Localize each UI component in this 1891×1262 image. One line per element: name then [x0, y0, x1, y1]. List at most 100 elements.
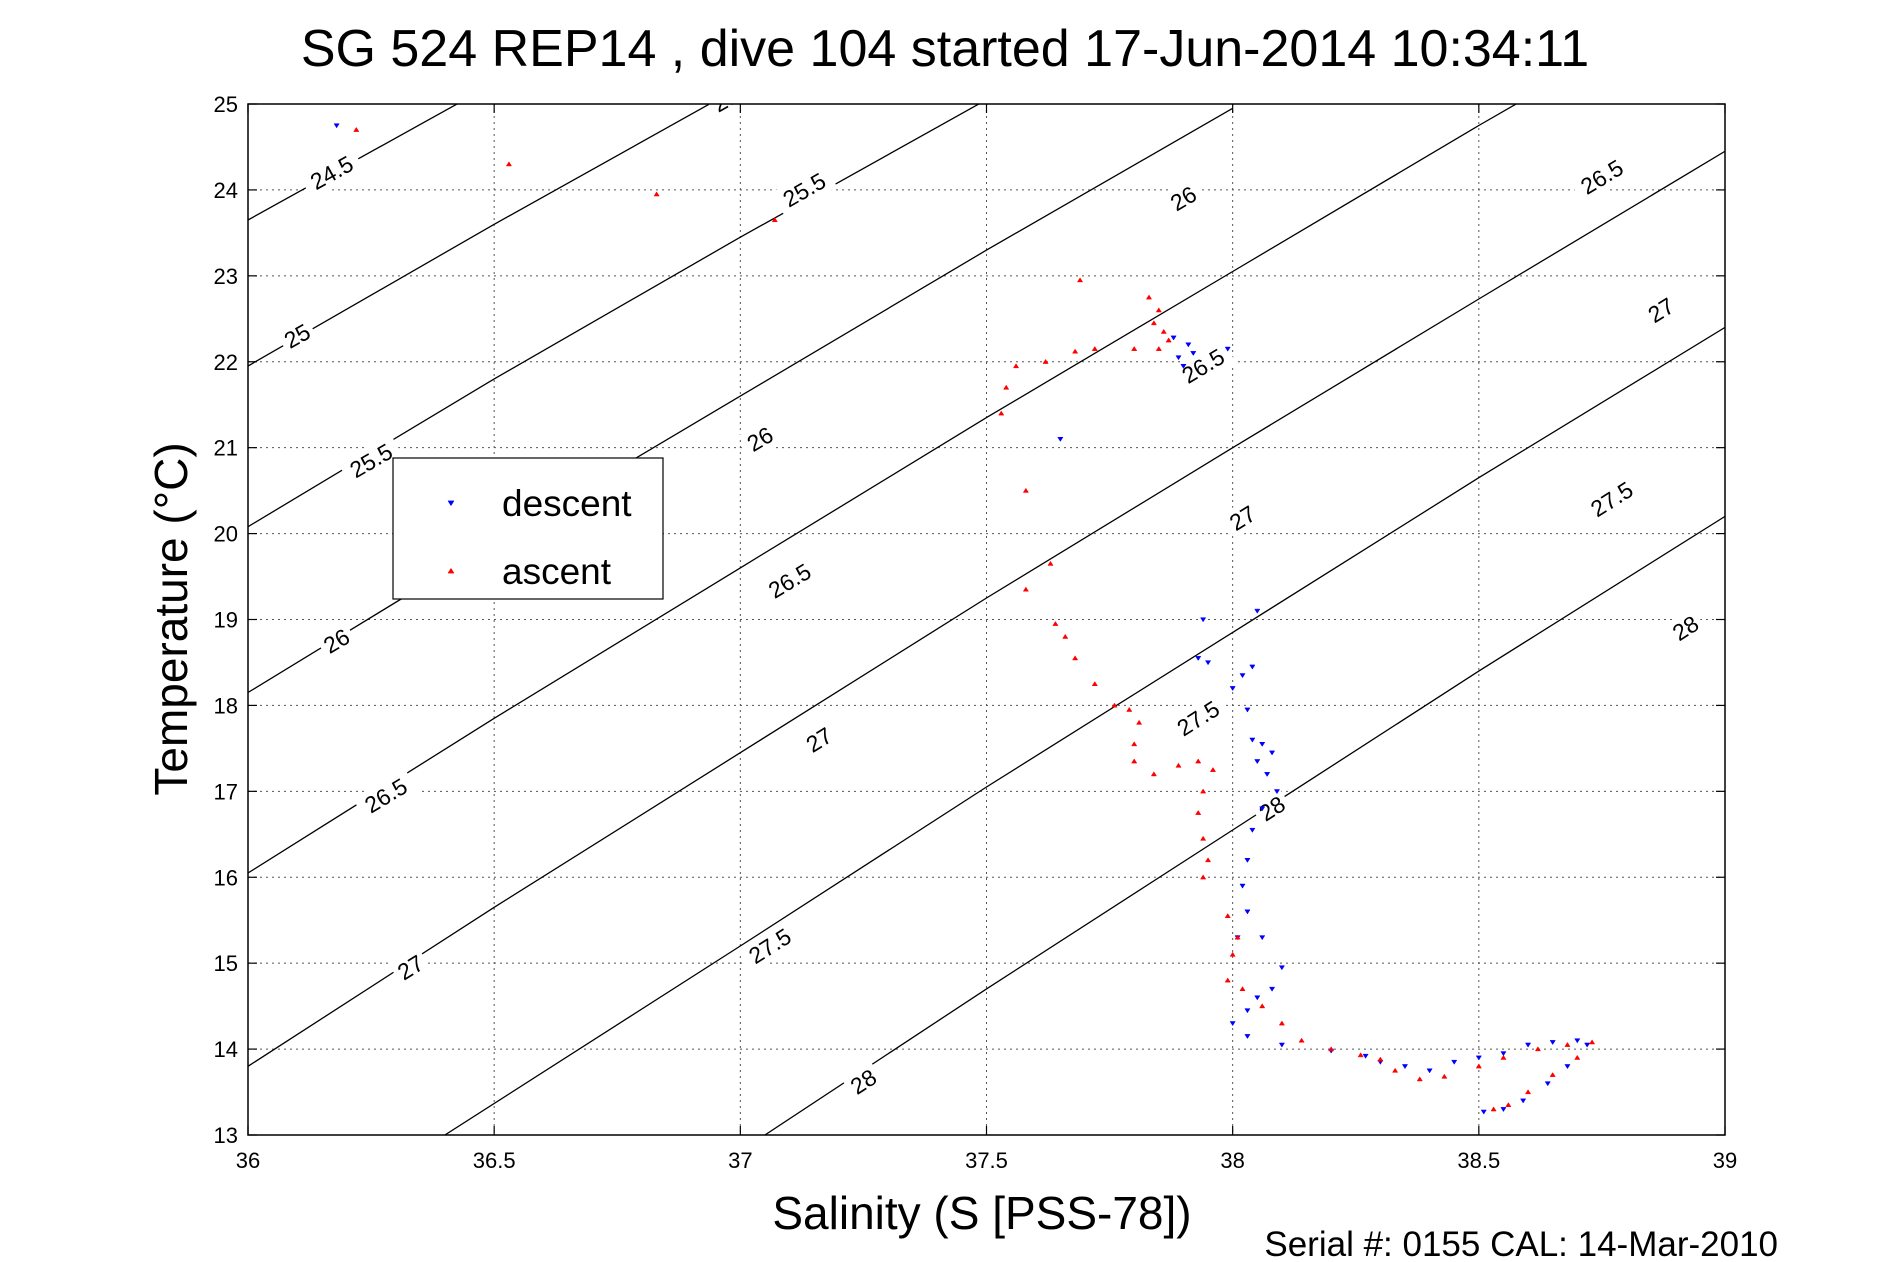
contour-label-27: 27	[1639, 289, 1683, 332]
descent-point	[1244, 857, 1251, 863]
contour-label-bg	[352, 768, 419, 824]
contour-label-25: 25	[703, 104, 748, 121]
chart-title: SG 524 REP14 , dive 104 started 17-Jun-2…	[301, 20, 1589, 78]
ascent-point	[1091, 681, 1098, 687]
descent-point	[1224, 346, 1231, 352]
contour-label-26: 26	[314, 620, 359, 662]
descent-point	[1525, 1042, 1532, 1048]
ascent-point	[1209, 767, 1217, 772]
contour-label-bg	[1663, 607, 1708, 650]
descent-point	[1574, 1038, 1581, 1044]
ascent-point	[1525, 1089, 1532, 1095]
descent-point	[1175, 355, 1182, 361]
legend-marker-descent	[447, 500, 455, 507]
ascent-point	[1357, 1052, 1364, 1058]
contour-label-text: 28	[846, 1064, 882, 1100]
descent-point	[1185, 342, 1192, 348]
ascent-point	[1278, 1020, 1285, 1026]
data-series	[333, 123, 1596, 1115]
contour-label-bg	[298, 145, 365, 200]
ascent-point	[1224, 913, 1231, 918]
legend-label-ascent: ascent	[502, 551, 612, 592]
ascent-point	[1239, 986, 1246, 992]
x-tick-label: 36	[236, 1148, 260, 1173]
contour-label-bg	[1220, 497, 1265, 539]
descent-point	[1249, 664, 1256, 670]
descent-point	[1278, 1042, 1285, 1048]
isopycnal-27.5	[444, 326, 1725, 1135]
descent-point	[1549, 1040, 1556, 1046]
ascent-point	[1072, 348, 1079, 354]
y-tick-label: 13	[214, 1123, 238, 1148]
descent-point	[333, 123, 340, 129]
ascent-point	[1534, 1046, 1541, 1052]
y-tick-label: 18	[214, 693, 238, 718]
ascent-point	[1574, 1054, 1581, 1060]
ascent-point	[1441, 1073, 1448, 1079]
y-tick-label: 19	[214, 608, 238, 633]
ascent-point	[1500, 1054, 1507, 1060]
ascent-point	[1259, 1003, 1266, 1009]
contour-label-26: 26	[1161, 177, 1206, 220]
contour-label-bg	[797, 718, 841, 761]
isopycnal-27	[248, 150, 1725, 1067]
ascent-point	[1229, 951, 1236, 957]
ascent-point	[505, 161, 512, 167]
ascent-point	[1111, 702, 1118, 708]
legend: descent ascent	[392, 457, 664, 600]
ascent-point	[1131, 741, 1138, 747]
ascent-point	[1475, 1063, 1482, 1069]
ascent-point	[1195, 810, 1202, 815]
contour-label-text: 27	[1643, 292, 1678, 328]
ascent-point	[1204, 857, 1212, 863]
descent-point	[1564, 1064, 1571, 1070]
axis-ticks: 36 36.5 37 37.5 38 38.5 39 13 14 15 16 17 18 19 20 21 22…	[214, 92, 1738, 1173]
descent-point	[1239, 673, 1246, 679]
series-descent	[333, 123, 1591, 1115]
contour-label-bg	[275, 315, 319, 357]
ascent-point	[1126, 706, 1133, 712]
y-tick-label: 16	[214, 865, 238, 890]
descent-point	[1229, 686, 1236, 692]
descent-point	[1584, 1042, 1591, 1048]
serial-cal-footer: Serial #: 0155 CAL: 14-Mar-2010	[1264, 1225, 1778, 1262]
contour-label-bg	[1568, 149, 1635, 205]
contour-label-26.5: 26.5	[756, 553, 823, 609]
contour-label-bg	[1578, 471, 1645, 528]
y-tick-label: 23	[214, 264, 238, 289]
descent-point	[1480, 1109, 1487, 1115]
ascent-point	[1165, 337, 1172, 343]
descent-point	[1254, 608, 1261, 614]
grid	[248, 104, 1725, 1135]
y-tick-label: 17	[214, 779, 238, 804]
contour-label-27.5: 27.5	[1165, 690, 1232, 747]
ascent-point	[1200, 835, 1207, 841]
descent-point	[1249, 737, 1256, 743]
descent-point	[1544, 1081, 1551, 1087]
isopycnal-26.5	[248, 104, 1518, 874]
contour-label-bg	[1639, 289, 1683, 332]
ascent-point	[1042, 358, 1049, 364]
contour-label-bg	[388, 946, 433, 989]
ascent-point	[1377, 1056, 1384, 1062]
descent-point	[1451, 1059, 1458, 1065]
contour-label-26.5: 26.5	[352, 768, 419, 824]
descent-point	[1500, 1107, 1507, 1113]
ascent-point	[1490, 1106, 1497, 1112]
descent-point	[1229, 1021, 1236, 1027]
ascent-point	[1549, 1072, 1556, 1077]
contour-label-bg	[841, 1060, 886, 1103]
contour-label-bg	[703, 104, 748, 121]
ascent-point	[998, 410, 1005, 416]
y-axis-label: Temperature (°C)	[145, 442, 197, 795]
ascent-point	[1234, 934, 1241, 940]
ascent-point	[1155, 307, 1162, 313]
descent-point	[1254, 759, 1261, 765]
x-tick-label: 37	[728, 1148, 752, 1173]
legend-marker-ascent	[447, 567, 455, 574]
descent-point	[1269, 986, 1276, 992]
contour-label-27.5: 27.5	[1578, 471, 1645, 528]
ascent-point	[1155, 346, 1162, 351]
x-axis-label: Salinity (S [PSS-78])	[772, 1187, 1191, 1239]
contour-label-bg	[1161, 177, 1206, 220]
